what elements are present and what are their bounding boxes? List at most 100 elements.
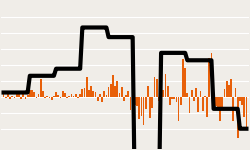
Bar xyxy=(210,53,212,97)
Bar xyxy=(204,96,206,97)
Bar xyxy=(228,85,230,97)
Bar xyxy=(237,97,238,138)
Bar xyxy=(20,97,22,99)
Bar xyxy=(164,74,166,97)
Bar xyxy=(103,91,105,97)
Bar xyxy=(58,95,59,97)
Bar xyxy=(70,94,72,97)
Bar xyxy=(18,94,20,97)
Bar xyxy=(79,94,81,97)
Bar xyxy=(186,93,188,97)
Bar xyxy=(222,97,223,108)
Bar xyxy=(182,59,184,97)
Bar xyxy=(55,92,57,97)
Bar xyxy=(208,58,210,97)
Bar xyxy=(66,97,68,98)
Bar xyxy=(101,97,103,102)
Bar xyxy=(49,97,50,98)
Bar xyxy=(241,97,243,105)
Bar xyxy=(75,94,77,97)
Bar xyxy=(224,89,226,97)
Bar xyxy=(51,97,52,100)
Bar xyxy=(195,88,197,97)
Bar xyxy=(191,90,192,97)
Bar xyxy=(22,94,24,97)
Bar xyxy=(60,97,61,98)
Bar xyxy=(180,97,182,105)
Bar xyxy=(40,79,42,97)
Bar xyxy=(88,90,90,97)
Bar xyxy=(213,97,214,99)
Bar xyxy=(29,90,31,97)
Bar xyxy=(97,97,98,101)
Bar xyxy=(239,97,241,101)
Bar xyxy=(116,81,118,97)
Bar xyxy=(44,97,46,98)
Bar xyxy=(9,97,11,99)
Bar xyxy=(145,97,147,109)
Bar xyxy=(134,97,136,105)
Bar xyxy=(7,93,9,97)
Bar xyxy=(178,97,180,121)
Bar xyxy=(31,90,33,97)
Bar xyxy=(232,97,234,121)
Bar xyxy=(92,90,94,97)
Bar xyxy=(110,84,112,97)
Bar xyxy=(121,87,122,97)
Bar xyxy=(226,81,228,97)
Bar xyxy=(152,97,153,108)
Bar xyxy=(14,97,16,99)
Bar xyxy=(3,94,4,97)
Bar xyxy=(114,86,116,97)
Bar xyxy=(123,97,125,101)
Bar xyxy=(140,97,142,116)
Bar xyxy=(24,97,26,99)
Bar xyxy=(234,88,236,97)
Bar xyxy=(53,96,55,97)
Bar xyxy=(156,79,158,97)
Bar xyxy=(189,97,190,113)
Bar xyxy=(5,97,7,98)
Bar xyxy=(193,97,195,101)
Bar xyxy=(162,90,164,97)
Bar xyxy=(136,97,138,106)
Bar xyxy=(106,95,107,97)
Bar xyxy=(143,97,144,125)
Bar xyxy=(138,97,140,119)
Bar xyxy=(62,90,64,97)
Bar xyxy=(202,97,203,111)
Bar xyxy=(64,93,66,97)
Bar xyxy=(36,97,37,99)
Bar xyxy=(108,87,110,97)
Bar xyxy=(86,77,87,97)
Bar xyxy=(128,90,129,97)
Bar xyxy=(125,95,127,97)
Bar xyxy=(217,97,219,108)
Bar xyxy=(149,97,151,118)
Bar xyxy=(132,95,134,97)
Bar xyxy=(176,97,177,102)
Bar xyxy=(230,79,232,97)
Bar xyxy=(160,93,162,97)
Bar xyxy=(154,77,156,97)
Bar xyxy=(206,97,208,117)
Bar xyxy=(147,86,149,97)
Bar xyxy=(246,97,247,129)
Bar xyxy=(119,93,120,97)
Bar xyxy=(167,86,168,97)
Bar xyxy=(33,92,35,97)
Bar xyxy=(184,68,186,97)
Bar xyxy=(94,92,96,97)
Bar xyxy=(42,91,44,97)
Bar xyxy=(16,93,18,97)
Bar xyxy=(73,96,74,97)
Bar xyxy=(27,95,28,97)
Bar xyxy=(219,97,221,121)
Bar xyxy=(215,97,217,106)
Bar xyxy=(200,90,201,97)
Bar xyxy=(99,94,101,97)
Bar xyxy=(77,97,79,98)
Bar xyxy=(130,97,131,110)
Bar xyxy=(84,88,86,97)
Bar xyxy=(38,94,40,97)
